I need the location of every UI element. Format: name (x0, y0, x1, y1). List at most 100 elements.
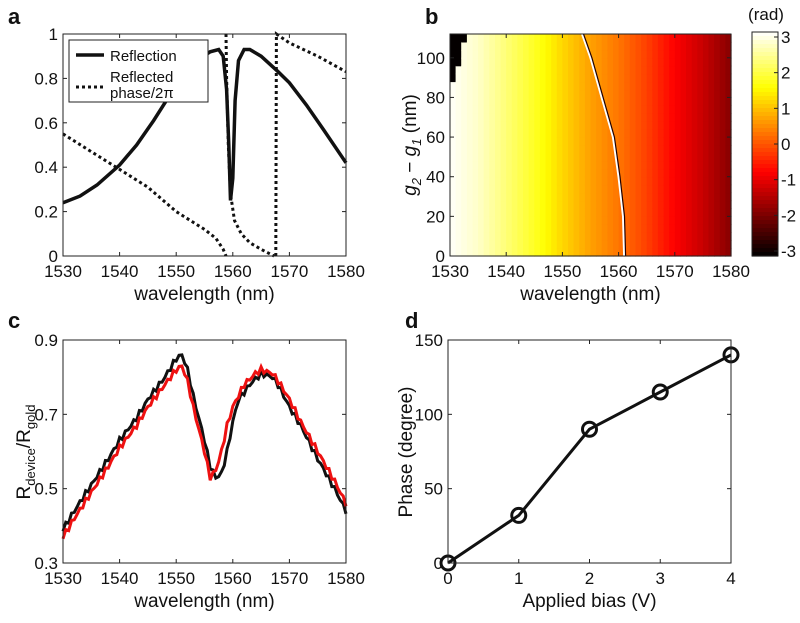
heatmap-cell (579, 97, 586, 106)
heatmap-cell (635, 240, 642, 249)
heatmap-cell (517, 192, 524, 202)
heatmap-cell (534, 34, 541, 43)
heatmap-cell (719, 216, 726, 225)
heatmap-cell (573, 224, 580, 233)
heatmap-cell (646, 240, 653, 249)
heatmap-cell (691, 73, 698, 83)
heatmap-cell (523, 184, 530, 194)
heatmap-cell (483, 192, 490, 202)
heatmap-cell (466, 224, 474, 233)
heatmap-cell (489, 208, 496, 217)
heatmap-cell (652, 240, 659, 249)
heatmap-cell (489, 113, 496, 122)
heatmap-cell (686, 248, 693, 257)
series-phase-line (447, 353, 732, 565)
heatmap-cell (562, 216, 569, 225)
heatmap-cell (472, 49, 479, 59)
heatmap-cell (686, 192, 693, 202)
x-tick-label: 1580 (327, 262, 365, 281)
colorbar-segment (752, 172, 778, 177)
heatmap-cell (517, 216, 524, 225)
heatmap-cell (652, 145, 659, 154)
heatmap-cell (584, 145, 592, 154)
heatmap-cell (708, 208, 715, 217)
heatmap-cell (596, 176, 603, 186)
heatmap-cell (607, 137, 614, 146)
heatmap-cell (573, 137, 580, 146)
heatmap-cell (697, 129, 704, 138)
heatmap-cell (455, 73, 462, 83)
heatmap-cell (719, 160, 726, 170)
heatmap-cell (517, 240, 524, 249)
heatmap-cell (489, 81, 496, 91)
heatmap-cell (629, 121, 636, 130)
heatmap-cell (489, 152, 496, 162)
heatmap-cell (674, 240, 681, 249)
x-tick-label: 1560 (214, 569, 252, 588)
heatmap-cell (646, 57, 653, 67)
heatmap-cell (478, 240, 485, 249)
series-reflection-line (62, 47, 348, 205)
heatmap-cell (725, 121, 732, 130)
heatmap-cell (652, 168, 659, 178)
heatmap-cell (725, 113, 732, 122)
heatmap-cell (680, 41, 687, 51)
heatmap-cell (629, 224, 636, 233)
heatmap-cell (517, 200, 524, 209)
heatmap-cell (478, 129, 485, 138)
heatmap-cell (663, 216, 670, 225)
heatmap-cell (517, 248, 524, 257)
heatmap-cell (478, 65, 485, 75)
heatmap-cell (635, 184, 642, 194)
heatmap-cell (680, 97, 687, 106)
heatmap-cell (714, 232, 721, 241)
heatmap-cell (624, 121, 631, 130)
heatmap-cell (674, 97, 681, 106)
heatmap-cell (686, 89, 693, 98)
heatmap-cell (624, 89, 631, 98)
heatmap-cell (478, 200, 485, 209)
heatmap-cell (506, 129, 513, 138)
heatmap-cell (590, 41, 597, 51)
heatmap-cell (478, 97, 485, 106)
heatmap-cell (455, 184, 462, 194)
heatmap-cell (669, 113, 676, 122)
phase-jump-boundary-dark (582, 33, 627, 257)
heatmap-cell (489, 224, 496, 233)
heatmap-cell (702, 248, 710, 257)
heatmap-cell (511, 129, 518, 138)
heatmap-cell (686, 81, 693, 91)
heatmap-cell (500, 232, 507, 241)
heatmap-cell (590, 208, 597, 217)
heatmap-cell (680, 240, 687, 249)
heatmap-cell (663, 176, 670, 186)
heatmap-cell (562, 232, 569, 241)
heatmap (450, 34, 732, 257)
heatmap-cell (506, 145, 513, 154)
heatmap-cell (624, 105, 631, 114)
heatmap-cell (472, 81, 479, 91)
heatmap-cell (669, 41, 676, 51)
heatmap-cell (590, 137, 597, 146)
heatmap-cell (551, 113, 558, 122)
heatmap-cell (489, 137, 496, 146)
heatmap-cell (618, 113, 625, 122)
heatmap-cell (725, 49, 732, 59)
heatmap-cell (584, 121, 592, 130)
heatmap-cell (495, 137, 502, 146)
x-tick-label: 1550 (157, 569, 195, 588)
heatmap-cell (466, 200, 474, 209)
heatmap-cell (478, 34, 485, 43)
heatmap-cell (714, 224, 721, 233)
heatmap-cell (483, 34, 490, 43)
heatmap-cell (523, 224, 530, 233)
heatmap-cell (691, 65, 698, 75)
heatmap-cell (517, 152, 524, 162)
colorbar-segment (752, 44, 778, 49)
heatmap-cell (573, 240, 580, 249)
heatmap-cell (691, 145, 698, 154)
heatmap-cell (624, 81, 631, 91)
heatmap-cell (517, 49, 524, 59)
heatmap-cell (708, 113, 715, 122)
heatmap-cell (528, 168, 535, 178)
